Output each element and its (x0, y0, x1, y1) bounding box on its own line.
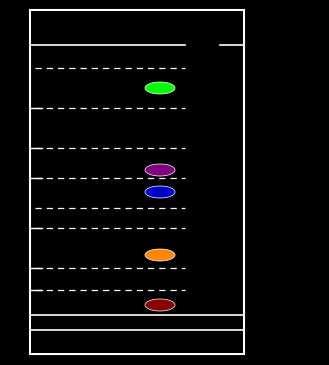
Ellipse shape (145, 299, 175, 311)
Bar (31, 316, 243, 353)
Ellipse shape (145, 164, 175, 176)
Bar (31, 331, 243, 353)
Ellipse shape (145, 186, 175, 198)
Bar (31, 11, 243, 45)
Ellipse shape (145, 249, 175, 261)
Ellipse shape (145, 82, 175, 94)
Bar (30, 10, 244, 354)
